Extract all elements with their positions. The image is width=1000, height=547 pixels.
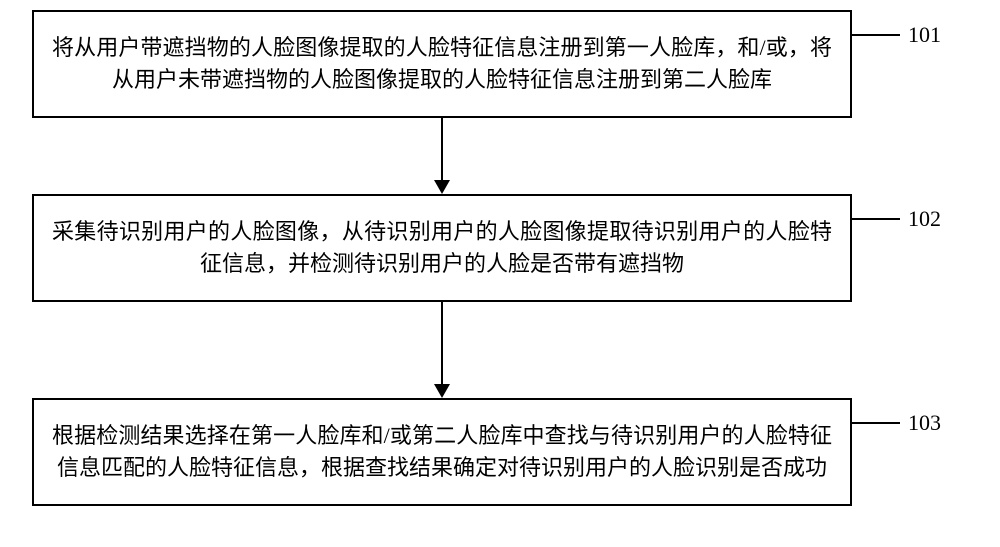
step-box-103: 根据检测结果选择在第一人脸库和/或第二人脸库中查找与待识别用户的人脸特征信息匹配… — [32, 398, 852, 506]
arrow-101-102 — [441, 118, 443, 180]
arrow-head-101-102 — [434, 180, 450, 194]
label-leader-102 — [852, 218, 900, 220]
step-label-102: 102 — [908, 206, 941, 232]
step-text: 将从用户带遮挡物的人脸图像提取的人脸特征信息注册到第一人脸库，和/或，将从用户未… — [52, 32, 832, 96]
step-text: 根据检测结果选择在第一人脸库和/或第二人脸库中查找与待识别用户的人脸特征信息匹配… — [52, 420, 832, 484]
step-text: 采集待识别用户的人脸图像，从待识别用户的人脸图像提取待识别用户的人脸特征信息，并… — [52, 216, 832, 280]
step-box-101: 将从用户带遮挡物的人脸图像提取的人脸特征信息注册到第一人脸库，和/或，将从用户未… — [32, 10, 852, 118]
step-label-101: 101 — [908, 22, 941, 48]
arrow-102-103 — [441, 302, 443, 384]
step-box-102: 采集待识别用户的人脸图像，从待识别用户的人脸图像提取待识别用户的人脸特征信息，并… — [32, 194, 852, 302]
step-label-103: 103 — [908, 410, 941, 436]
label-leader-101 — [852, 34, 900, 36]
label-leader-103 — [852, 422, 900, 424]
arrow-head-102-103 — [434, 384, 450, 398]
flowchart-canvas: 将从用户带遮挡物的人脸图像提取的人脸特征信息注册到第一人脸库，和/或，将从用户未… — [0, 0, 1000, 547]
